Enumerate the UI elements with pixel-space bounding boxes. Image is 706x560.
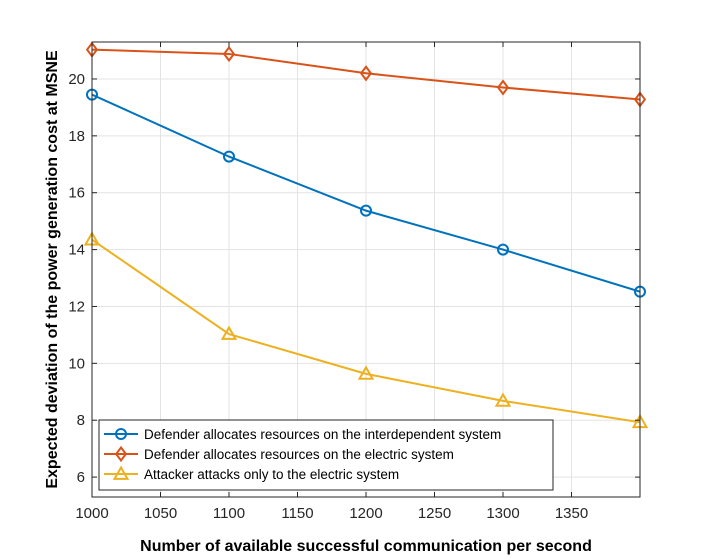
legend-label: Defender allocates resources on the inte…	[144, 427, 501, 442]
legend-entry: Defender allocates resources on the elec…	[104, 445, 454, 463]
series-line	[91, 48, 641, 101]
x-tick-label: 1050	[144, 505, 177, 522]
legend-label: Defender allocates resources on the elec…	[144, 447, 454, 462]
legend-entry: Attacker attacks only to the electric sy…	[104, 465, 399, 482]
y-tick-label: 20	[68, 71, 85, 88]
legend-box	[98, 419, 554, 491]
data-point	[360, 204, 372, 217]
data-point	[359, 65, 373, 82]
x-tick-label: 1000	[75, 505, 108, 522]
legend-entry: Defender allocates resources on the inte…	[104, 427, 501, 442]
y-tick-label: 16	[68, 185, 85, 202]
series-triangle	[83, 231, 649, 429]
series-line	[91, 93, 641, 293]
x-tick-label: 1150	[281, 505, 313, 522]
x-tick-label: 1300	[486, 505, 519, 522]
data-point	[357, 365, 375, 380]
legend-label: Attacker attacks only to the electric sy…	[144, 467, 399, 482]
data-point	[222, 45, 236, 63]
y-tick-label: 12	[68, 298, 85, 315]
x-tick-label: 1200	[349, 505, 382, 522]
legend-swatch-marker	[115, 428, 127, 440]
x-axis-label: Number of available successful communica…	[140, 538, 592, 555]
legend-swatch-marker	[112, 465, 130, 480]
y-tick-label: 18	[68, 128, 85, 145]
x-tick-label: 1350	[555, 505, 588, 522]
data-point	[497, 243, 509, 256]
y-tick-label: 8	[77, 412, 85, 429]
series-layer	[83, 41, 649, 429]
data-point	[220, 325, 238, 340]
axis-ticks: 1000 1050 1100 1150 1200 1250 1300 1350 6 8 10 12 14…	[68, 42, 640, 522]
data-point	[223, 150, 235, 163]
y-tick-label: 14	[68, 242, 85, 259]
legend-swatch-marker	[114, 445, 128, 463]
data-point	[496, 79, 510, 96]
series-line	[91, 238, 641, 424]
legend: Defender allocates resources on the inte…	[98, 419, 554, 491]
data-point	[494, 392, 512, 407]
y-axis-label: Expected deviation of the power generati…	[44, 50, 61, 489]
y-tick-label: 10	[68, 355, 85, 372]
y-tick-label: 6	[77, 469, 85, 486]
x-tick-label: 1100	[213, 505, 245, 522]
x-tick-label: 1250	[418, 505, 451, 522]
